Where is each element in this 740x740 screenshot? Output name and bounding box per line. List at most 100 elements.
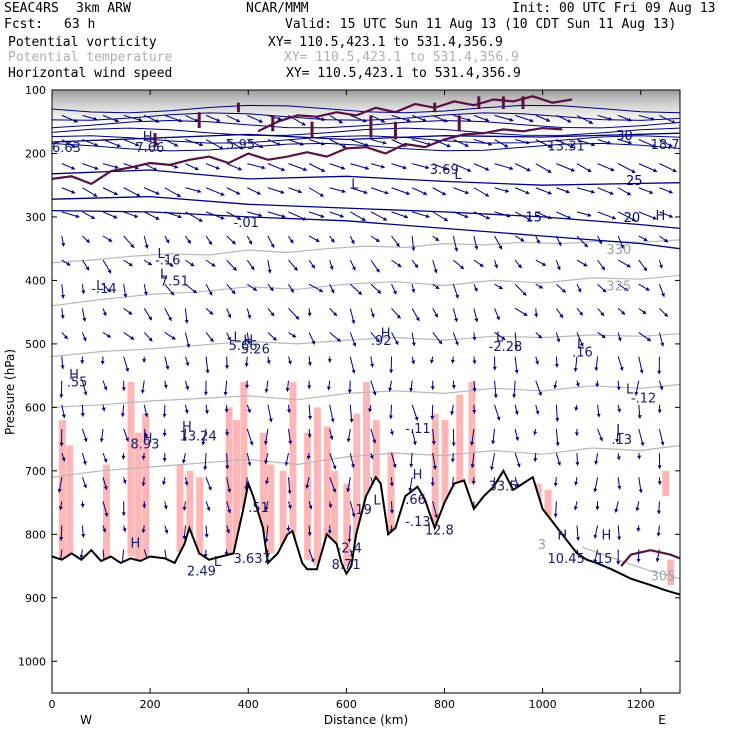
wind-arrow-head bbox=[375, 268, 380, 273]
x-tick-label: 200 bbox=[140, 698, 161, 711]
wind-arrow-head bbox=[414, 263, 419, 268]
high-low-marker: H bbox=[413, 468, 423, 483]
wind-arrow-head bbox=[163, 505, 168, 510]
wind-arrow-head bbox=[147, 261, 152, 266]
wind-arrow-head bbox=[514, 369, 519, 374]
wind-arrow-head bbox=[305, 484, 310, 489]
wind-arrow-head bbox=[116, 143, 121, 148]
wind-arrow-head bbox=[672, 168, 677, 173]
wind-arrow-head bbox=[375, 338, 380, 343]
theta-contour bbox=[52, 333, 680, 358]
theta-contour bbox=[52, 274, 680, 307]
wind-arrow-head bbox=[247, 462, 252, 466]
wind-arrow-head bbox=[382, 140, 387, 145]
pv-positive-column bbox=[267, 464, 275, 554]
wind-arrow-head bbox=[538, 391, 543, 396]
wind-arrow-head bbox=[370, 363, 375, 368]
theta-contour-label: 330 bbox=[606, 243, 631, 258]
wind-arrow-head bbox=[615, 438, 620, 443]
wind-arrow-head bbox=[248, 240, 253, 245]
wind-arrow-head bbox=[649, 190, 654, 194]
x-tick-label: 800 bbox=[434, 698, 455, 711]
wind-arrow-head bbox=[329, 265, 334, 270]
pv-positive-column bbox=[240, 381, 248, 509]
wind-arrow-head bbox=[310, 558, 315, 563]
wind-arrow-head bbox=[570, 167, 575, 172]
wind-arrow-head bbox=[389, 509, 395, 514]
wind-arrow-head bbox=[369, 455, 374, 459]
wind-arrow-head bbox=[346, 438, 351, 443]
wind-arrow-head bbox=[395, 242, 400, 247]
wind-arrow-head bbox=[657, 370, 662, 375]
wind-arrow-head bbox=[619, 366, 624, 371]
wind-arrow-head bbox=[187, 239, 191, 244]
pv-positive-column bbox=[186, 470, 194, 560]
wind-arrow-head bbox=[595, 383, 600, 387]
wind-arrow-head bbox=[411, 288, 416, 293]
wind-arrow-head bbox=[142, 359, 147, 363]
wind-arrow-head bbox=[397, 263, 402, 267]
wind-arrow-head bbox=[434, 514, 439, 519]
wind-arrow-head bbox=[258, 118, 263, 123]
wind-arrow-head bbox=[93, 116, 98, 121]
wind-arrow-head bbox=[315, 238, 320, 242]
wind-arrow-head bbox=[433, 269, 438, 274]
pv-positive-column bbox=[134, 432, 142, 563]
wind-arrow-head bbox=[601, 334, 606, 338]
wind-arrow-head bbox=[643, 267, 647, 272]
pv-contour-label: .66 bbox=[405, 493, 426, 508]
wind-arrow-head bbox=[99, 438, 104, 443]
wind-arrow-head bbox=[216, 118, 221, 122]
wind-arrow-head bbox=[643, 237, 648, 241]
wind-arrow-head bbox=[114, 165, 119, 169]
field-name-theta: Potential temperature bbox=[8, 50, 173, 65]
wind-arrow-head bbox=[579, 311, 583, 316]
wind-arrow-head bbox=[302, 216, 307, 221]
fcst-label: Fcst: bbox=[4, 17, 44, 32]
wind-arrow-head bbox=[485, 117, 490, 122]
wind-arrow-head bbox=[333, 312, 337, 317]
wind-arrow-head bbox=[205, 369, 210, 374]
wind-arrow-head bbox=[211, 262, 216, 267]
wind-arrow-head bbox=[162, 432, 167, 437]
wind-arrow-head bbox=[184, 319, 189, 324]
wind-arrow-head bbox=[249, 441, 254, 446]
wind-arrow-head bbox=[286, 409, 292, 413]
wind-arrow-head bbox=[616, 456, 621, 461]
wind-arrow-head bbox=[617, 408, 622, 413]
wind-arrow-head bbox=[301, 121, 306, 126]
wind-arrow-head bbox=[288, 440, 293, 445]
pv-positive-column bbox=[313, 407, 321, 567]
wind-arrow-head bbox=[535, 360, 540, 365]
pv-contour-label: -2.4 bbox=[337, 542, 362, 557]
high-low-marker: H bbox=[182, 420, 192, 435]
wind-arrow-head bbox=[272, 336, 277, 341]
wind-arrow-head bbox=[498, 285, 503, 290]
wind-arrow-head bbox=[245, 384, 250, 389]
wind-arrow-head bbox=[307, 312, 312, 317]
wind-arrow-head bbox=[181, 459, 186, 464]
pv-contour-label: -.12 bbox=[631, 391, 656, 406]
wind-arrow-head bbox=[546, 118, 551, 122]
wind-arrow-head bbox=[338, 119, 343, 124]
pv-contour-label: 8.71 bbox=[332, 558, 361, 573]
wind-arrow-head bbox=[327, 359, 332, 363]
wind-arrow-head bbox=[616, 561, 621, 565]
pv-contour-label: 18.75 bbox=[651, 138, 688, 153]
y-tick-label: 100 bbox=[25, 84, 46, 97]
high-low-marker: L bbox=[160, 268, 168, 283]
wind-arrow-head bbox=[220, 192, 225, 196]
wind-arrow-head bbox=[141, 529, 146, 533]
model-resolution: 3km ARW bbox=[76, 1, 131, 16]
pv-contour-label: 3.69 bbox=[430, 163, 459, 178]
pv-positive-column bbox=[372, 420, 380, 516]
wind-arrow-head bbox=[341, 189, 346, 194]
wind-arrow-head bbox=[467, 117, 472, 122]
wind-arrow-head bbox=[489, 466, 495, 471]
wind-arrow-head bbox=[103, 386, 108, 391]
wind-arrow-head bbox=[645, 287, 650, 291]
wind-arrow-head bbox=[617, 485, 622, 490]
wind-arrow-head bbox=[492, 366, 497, 371]
pv-contour-label: -.14 bbox=[91, 282, 116, 297]
wind-arrow-head bbox=[286, 527, 291, 532]
